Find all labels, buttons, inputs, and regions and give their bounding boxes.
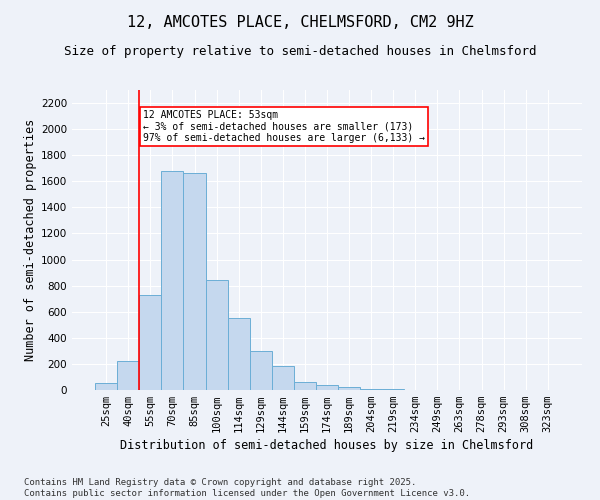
Text: Size of property relative to semi-detached houses in Chelmsford: Size of property relative to semi-detach… bbox=[64, 45, 536, 58]
Y-axis label: Number of semi-detached properties: Number of semi-detached properties bbox=[24, 119, 37, 361]
Bar bbox=[95, 384, 117, 390]
Bar bbox=[184, 174, 206, 390]
Bar bbox=[139, 295, 161, 390]
Bar bbox=[316, 385, 338, 390]
X-axis label: Distribution of semi-detached houses by size in Chelmsford: Distribution of semi-detached houses by … bbox=[121, 440, 533, 452]
Bar bbox=[161, 171, 184, 390]
Bar bbox=[250, 351, 272, 390]
Text: 12, AMCOTES PLACE, CHELMSFORD, CM2 9HZ: 12, AMCOTES PLACE, CHELMSFORD, CM2 9HZ bbox=[127, 15, 473, 30]
Text: Contains HM Land Registry data © Crown copyright and database right 2025.
Contai: Contains HM Land Registry data © Crown c… bbox=[24, 478, 470, 498]
Bar bbox=[338, 386, 360, 390]
Text: 12 AMCOTES PLACE: 53sqm
← 3% of semi-detached houses are smaller (173)
97% of se: 12 AMCOTES PLACE: 53sqm ← 3% of semi-det… bbox=[143, 110, 425, 143]
Bar bbox=[294, 382, 316, 390]
Bar bbox=[117, 360, 139, 390]
Bar bbox=[360, 388, 382, 390]
Bar bbox=[206, 280, 227, 390]
Bar bbox=[272, 366, 294, 390]
Bar bbox=[227, 318, 250, 390]
